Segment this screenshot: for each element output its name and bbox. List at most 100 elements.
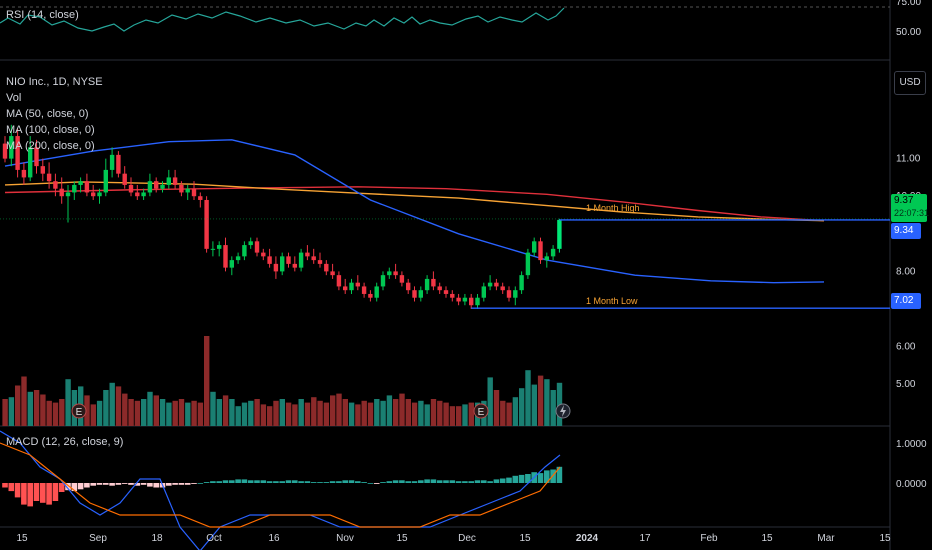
volume-bar	[90, 404, 96, 426]
candle-body	[557, 219, 562, 249]
volume-bar	[437, 400, 443, 426]
month-levels[interactable]: 1 Month High 1 Month Low	[0, 203, 890, 309]
volume-bar	[500, 400, 506, 426]
macd-histogram-bar	[468, 481, 474, 483]
currency-button[interactable]: USD	[894, 71, 926, 95]
macd-histogram-bar	[178, 483, 185, 485]
volume-bar	[273, 400, 279, 426]
candle-body	[305, 252, 310, 257]
volume-bar	[172, 400, 178, 426]
volume-bar	[493, 390, 500, 426]
volume-bar	[336, 393, 342, 426]
volume-bar	[147, 391, 153, 426]
candle-body	[141, 192, 146, 197]
volume-bar	[279, 399, 285, 426]
low-price-badge[interactable]: 7.02	[891, 293, 921, 309]
macd-tick: 0.0000	[896, 479, 927, 490]
volume-bar	[52, 402, 59, 426]
macd-histogram-bar	[134, 483, 141, 486]
candle-body	[431, 278, 436, 287]
macd-histogram-bar	[481, 480, 487, 483]
volume-bar	[65, 379, 71, 426]
macd-histogram-bar	[310, 482, 317, 483]
volume-bar	[267, 406, 273, 426]
rsi-panel[interactable]	[0, 7, 565, 32]
macd-histogram-bar	[222, 480, 229, 483]
candle-body	[160, 184, 165, 189]
macd-legend[interactable]: MACD (12, 26, close, 9)	[6, 434, 123, 450]
candle-body	[286, 256, 291, 264]
volume-bar	[15, 385, 21, 426]
volume-bar	[405, 399, 411, 426]
volume-bar	[8, 397, 15, 426]
macd-histogram-bar	[254, 480, 260, 483]
macd-histogram-bar	[348, 480, 355, 483]
candle-body	[361, 286, 367, 294]
macd-histogram-bar	[512, 475, 519, 483]
volume-bar	[59, 399, 65, 426]
rsi-tick: 50.00	[896, 27, 921, 38]
volume-bar	[185, 402, 191, 426]
macd-histogram-bar	[191, 483, 197, 484]
candle-body	[343, 286, 348, 291]
last-price-badge[interactable]: 9.37 22:07:31	[891, 194, 930, 222]
macd-histogram-bar	[499, 478, 506, 483]
candle-body	[103, 169, 108, 193]
macd-histogram-bar	[443, 480, 449, 483]
countdown: 22:07:31	[894, 208, 930, 218]
candle-body	[418, 290, 423, 298]
candle-body	[519, 275, 524, 291]
candle-body	[374, 286, 379, 298]
x-tick: Mar	[817, 533, 835, 544]
candle-body	[46, 173, 52, 182]
x-tick: 15	[519, 533, 531, 544]
candle-body	[185, 188, 190, 193]
main-legend[interactable]: NIO Inc., 1D, NYSE Vol MA (50, close, 0)…	[6, 74, 103, 154]
macd-histogram-bar	[40, 483, 46, 503]
volume-bar	[449, 406, 456, 426]
volume-bar	[222, 395, 229, 426]
macd-histogram-bar	[462, 481, 468, 483]
price-tick: 6.00	[896, 342, 916, 353]
candle-body	[538, 241, 543, 261]
macd-histogram-bar	[292, 480, 298, 483]
candle-body	[506, 290, 512, 298]
macd-histogram-bar	[506, 477, 512, 483]
candle-body	[406, 282, 411, 291]
macd-histogram-bar	[140, 483, 147, 485]
earnings-marker-icon: E	[71, 403, 87, 419]
macd-histogram-bar	[14, 483, 21, 498]
volume-bar	[141, 399, 147, 426]
x-tick: 17	[639, 533, 651, 544]
macd-histogram-bar	[247, 480, 254, 483]
volume-bar	[122, 393, 128, 426]
volume-bar	[292, 404, 298, 426]
x-tick: Feb	[700, 533, 718, 544]
macd-histogram-bar	[21, 483, 27, 505]
macd-histogram-bar	[430, 479, 437, 483]
macd-panel[interactable]	[0, 430, 563, 550]
rsi-label: RSI (14, close)	[6, 9, 79, 21]
macd-histogram-bar	[210, 481, 216, 483]
volume-bar	[512, 397, 519, 426]
macd-histogram-bar	[90, 483, 96, 486]
macd-line	[0, 430, 561, 550]
candle-body	[368, 293, 373, 298]
volume-bar	[254, 399, 260, 426]
macd-histogram-bar	[342, 480, 348, 483]
candle-body	[550, 248, 556, 257]
candle-body	[544, 256, 549, 261]
rsi-legend[interactable]: RSI (14, close)	[6, 7, 79, 23]
candle-body	[147, 181, 153, 193]
candle-body	[513, 290, 518, 298]
volume-bar	[46, 400, 52, 426]
macd-histogram-bar	[96, 483, 103, 485]
macd-histogram-bar	[71, 483, 78, 492]
ma-price-badge[interactable]: 9.34	[891, 223, 921, 239]
candlesticks[interactable]	[2, 124, 562, 309]
volume-bar	[430, 399, 437, 426]
volume-bar	[393, 399, 399, 426]
vol-legend: Vol	[6, 92, 22, 104]
